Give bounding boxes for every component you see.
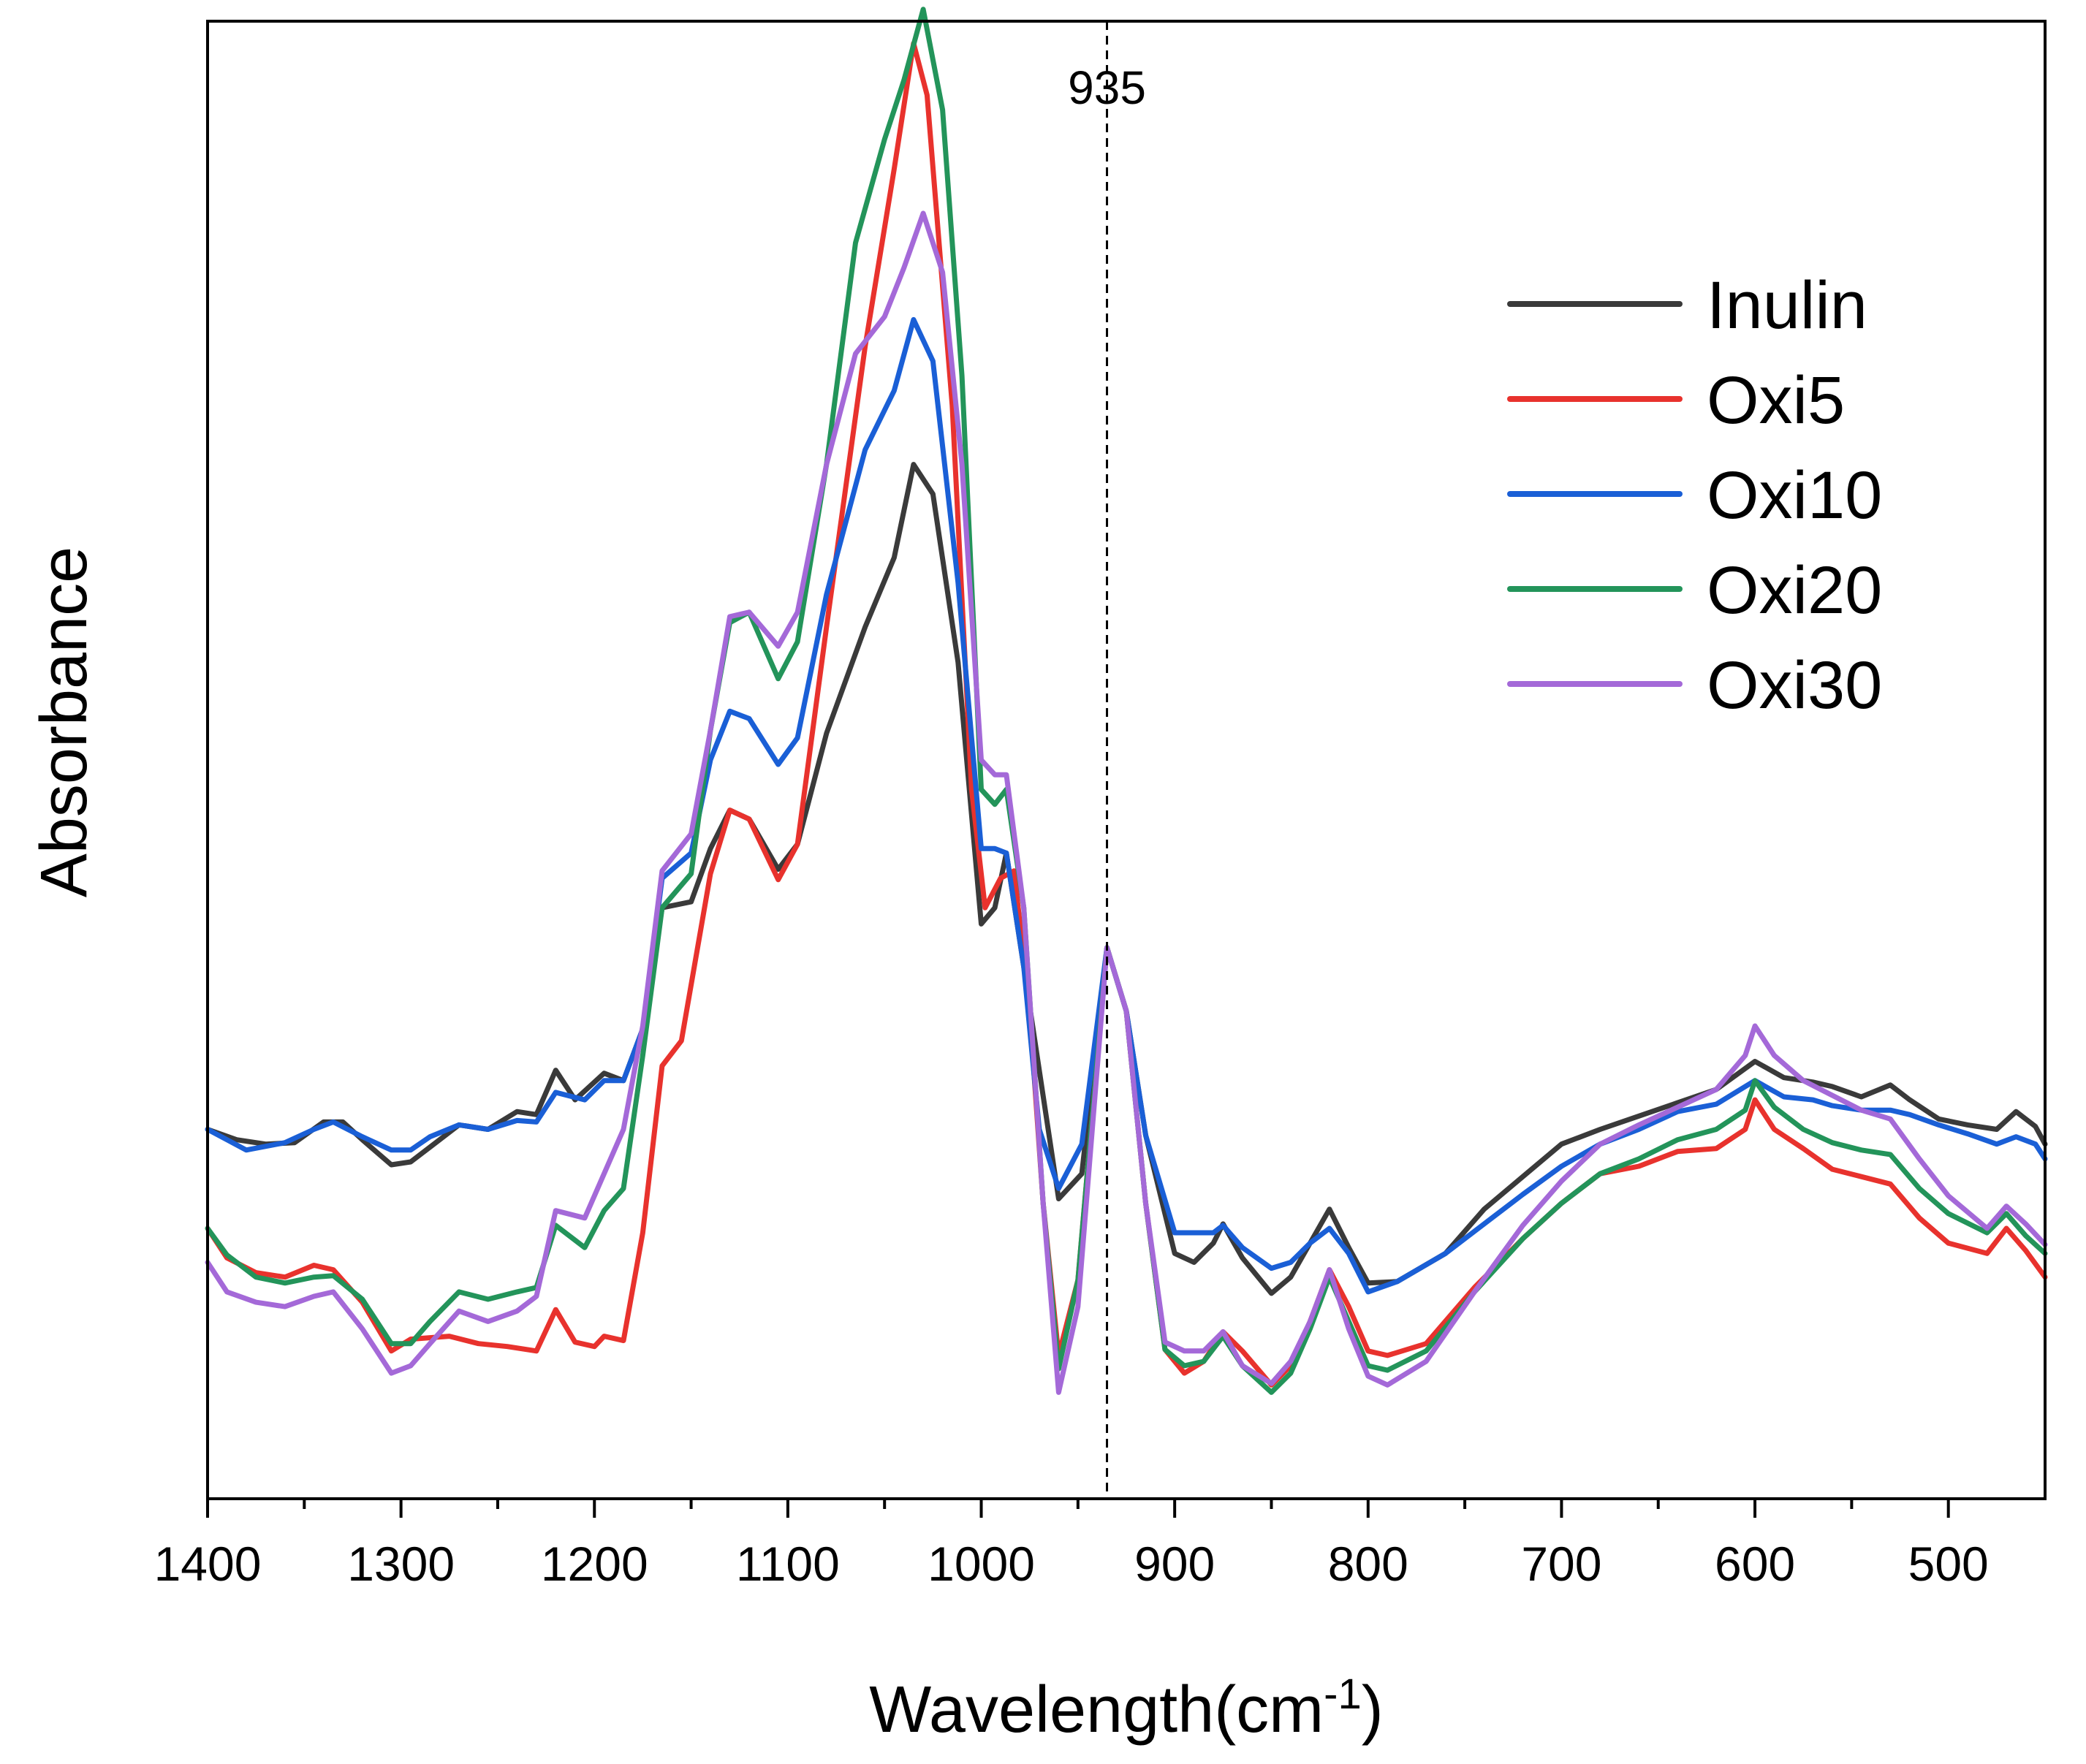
x-tick-label: 700 <box>1521 1537 1601 1591</box>
x-tick-label: 1100 <box>736 1537 840 1591</box>
x-axis-title: Wavelength(cm-1) <box>869 1670 1383 1747</box>
legend-label-inulin: Inulin <box>1707 268 1867 343</box>
x-tick-label: 800 <box>1328 1537 1408 1591</box>
x-tick-label: 600 <box>1715 1537 1795 1591</box>
x-tick-label: 1200 <box>541 1537 648 1591</box>
series-line-oxi10 <box>205 316 2048 1295</box>
x-tick-label: 1300 <box>347 1537 455 1591</box>
x-axis: 1400 1300 1200 1100 1000 900 800 700 600 500 <box>154 1499 1989 1591</box>
legend-label-oxi10: Oxi10 <box>1707 458 1882 533</box>
annotation-935-label: 935 <box>1068 61 1146 114</box>
legend-label-oxi20: Oxi20 <box>1707 553 1882 628</box>
legend: Inulin Oxi5 Oxi10 Oxi20 Oxi30 <box>1507 268 1882 723</box>
x-axis-title-suffix: ) <box>1362 1673 1384 1746</box>
x-tick-label: 500 <box>1908 1537 1989 1591</box>
legend-label-oxi5: Oxi5 <box>1707 363 1845 438</box>
x-axis-title-main: Wavelength(cm <box>869 1673 1324 1746</box>
x-tick-label: 1400 <box>154 1537 262 1591</box>
series-layer <box>205 7 2048 1395</box>
legend-label-oxi30: Oxi30 <box>1707 648 1882 723</box>
x-tick-label: 1000 <box>928 1537 1035 1591</box>
x-axis-title-superscript: -1 <box>1324 1670 1362 1718</box>
series-line-inulin <box>205 462 2048 1296</box>
series-line-oxi30 <box>205 210 2048 1395</box>
y-axis-title: Absorbance <box>28 547 101 897</box>
plot-frame <box>206 20 2047 1500</box>
x-tick-label: 900 <box>1134 1537 1215 1591</box>
